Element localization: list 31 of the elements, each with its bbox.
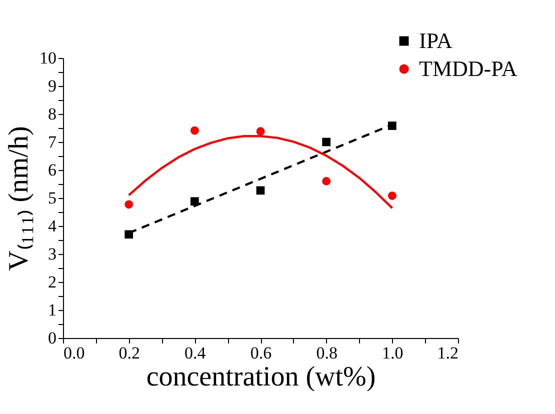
point xyxy=(190,126,199,135)
y-tick-label: 8 xyxy=(48,104,56,124)
y-axis-title: V₍₁₁₁₎ (nm/h) xyxy=(4,126,34,271)
legend-label: IPA xyxy=(419,28,453,53)
x-tick-label: 0.6 xyxy=(250,344,272,362)
point xyxy=(388,192,396,200)
point xyxy=(322,138,331,146)
x-tick-label: 0.8 xyxy=(316,344,338,362)
y-tick-label: 6 xyxy=(48,160,56,180)
x-tick-label: 0.2 xyxy=(118,344,140,362)
point xyxy=(256,186,265,195)
point xyxy=(190,197,199,206)
x-tick-label: 0.4 xyxy=(184,344,206,362)
point xyxy=(322,177,331,186)
point xyxy=(388,122,396,130)
y-tick-label: 3 xyxy=(48,244,56,264)
point xyxy=(124,200,134,209)
y-tick-label: 10 xyxy=(40,48,56,68)
y-tick-label: 0 xyxy=(48,328,56,348)
y-tick-label: 1 xyxy=(48,300,56,320)
y-tick-label: 4 xyxy=(48,216,57,236)
point xyxy=(124,230,134,239)
x-tick-label: 1.2 xyxy=(437,344,458,362)
point xyxy=(256,127,265,136)
y-tick-label: 9 xyxy=(48,76,56,96)
legend-label: TMDD-PA xyxy=(419,56,518,81)
y-tick-label: 2 xyxy=(48,272,56,292)
y-tick-label: 7 xyxy=(48,132,57,152)
y-tick-label: 5 xyxy=(48,188,56,208)
text: 0.0 xyxy=(64,344,85,362)
text: 1.0 xyxy=(382,344,404,362)
